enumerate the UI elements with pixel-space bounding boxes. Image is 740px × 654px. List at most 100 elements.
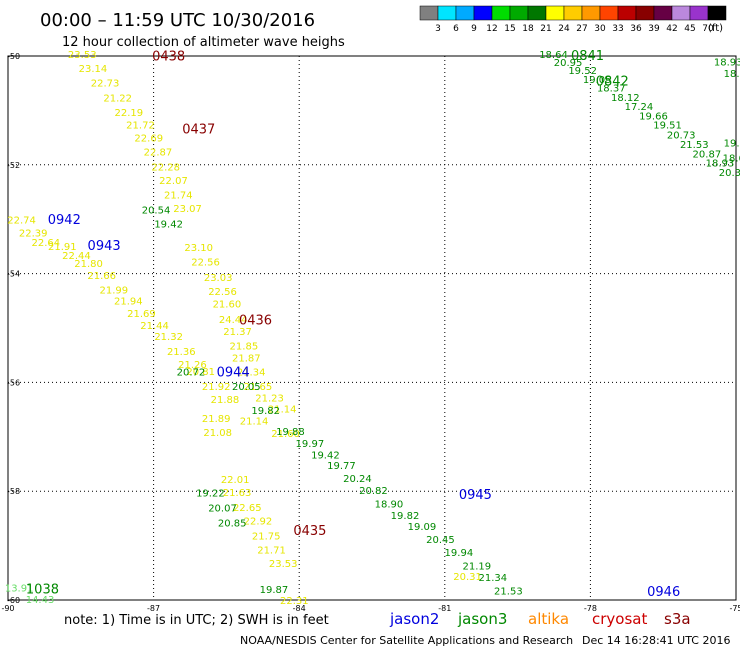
colorbar-label: 70 <box>702 24 714 34</box>
colorbar-label: 36 <box>630 24 642 34</box>
colorbar-label: 3 <box>435 24 441 34</box>
colorbar-swatch <box>473 5 493 21</box>
swh-value-label: 20.95 <box>554 58 583 69</box>
legend-entry: jason2 <box>389 610 439 628</box>
swh-value-label: 22.73 <box>91 79 120 90</box>
swh-value-label: 23.53 <box>68 50 97 61</box>
swh-value-label: 23.10 <box>184 243 213 254</box>
swh-value-label: 20.87 <box>693 149 722 160</box>
pass-time-labels: 0438 0437 0436 0435 0942 0943 0944 0945 0946 0841… <box>26 49 680 600</box>
swh-value-label: 21.22 <box>103 93 132 104</box>
colorbar-swatch <box>617 5 637 21</box>
swh-value-label: 21.80 <box>74 259 103 270</box>
swh-value-label: 21.72 <box>126 121 155 132</box>
swh-value-label: 20.81 <box>186 367 215 378</box>
swh-value-label: 20.45 <box>426 535 455 546</box>
swh-value-label: 20.72 <box>177 368 206 379</box>
y-tick-label: -52 <box>7 161 20 170</box>
colorbar-swatch <box>491 5 511 21</box>
legend-entry: cryosat <box>592 610 647 628</box>
swh-value-label: 22.39 <box>19 228 48 239</box>
swh-value-label: 22.31 <box>280 596 309 607</box>
swh-value-label: 19.77 <box>327 461 356 472</box>
y-tick-label: -60 <box>7 596 20 605</box>
swh-value-label: 21.92 <box>202 382 231 393</box>
swh-value-label: 18.64 <box>539 50 568 61</box>
pass-time-label: 0841 <box>571 49 604 64</box>
swh-value-label: 21.85 <box>230 341 259 352</box>
swh-value-label: 19.52 <box>568 66 597 77</box>
swh-value-label: 22.64 <box>32 238 61 249</box>
swh-value-label: 21.60 <box>271 429 300 440</box>
colorbar-label: 6 <box>453 24 459 34</box>
x-tick-label: -81 <box>438 604 451 613</box>
chart-title: 00:00 – 11:59 UTC 10/30/2016 <box>40 10 315 31</box>
pass-time-label: 0436 <box>239 313 272 328</box>
swh-value-label: 24.44 <box>219 315 248 326</box>
swh-value-label: 21.36 <box>167 347 196 358</box>
swh-value-label: 20.85 <box>218 518 247 529</box>
swh-value-label: 22.69 <box>134 134 163 145</box>
swh-value-label: 21.74 <box>164 190 193 201</box>
swh-value-label: 22.28 <box>151 163 180 174</box>
swh-value-label: 22.01 <box>221 475 250 486</box>
swh-value-label: 19.82 <box>251 406 280 417</box>
swh-value-label: 23.07 <box>173 204 202 215</box>
swh-value-label: 18.93 <box>714 58 740 69</box>
colorbar-swatch <box>419 5 439 21</box>
swh-value-label: 21.88 <box>211 395 240 406</box>
swh-value-label: 21.23 <box>255 394 284 405</box>
pass-time-label: 0945 <box>459 488 492 503</box>
swh-value-label: 22.74 <box>7 215 36 226</box>
swh-value-label: 21.87 <box>232 353 261 364</box>
colorbar-swatch <box>545 5 565 21</box>
swh-value-label: 19.94 <box>445 548 474 559</box>
swh-value-label: 18.12 <box>724 69 740 80</box>
swh-value-label: 21.71 <box>257 545 286 556</box>
footer-credit: NOAA/NESDIS Center for Satellite Applica… <box>240 634 573 647</box>
swh-value-label: 19.87 <box>260 585 289 596</box>
colorbar-label: 21 <box>540 24 551 34</box>
swh-value-label: 21.63 <box>223 488 252 499</box>
colorbar-swatch <box>635 5 655 21</box>
grid-lines <box>8 56 736 600</box>
swh-value-label: 22.07 <box>159 176 188 187</box>
swh-value-label: 21.53 <box>494 586 523 597</box>
y-tick-label: -54 <box>7 270 20 279</box>
swh-value-label: 23.14 <box>79 64 108 75</box>
y-tick-label: -56 <box>7 378 20 387</box>
swh-value-label: 21.19 <box>463 561 492 572</box>
colorbar-label: 45 <box>684 24 695 34</box>
chart-subtitle: 12 hour collection of altimeter wave hei… <box>62 35 345 50</box>
colorbar-label: 42 <box>666 24 677 34</box>
swh-value-label: 18.12 <box>611 93 640 104</box>
colorbar-label: 27 <box>576 24 587 34</box>
colorbar-label: 15 <box>504 24 515 34</box>
legend-entry: altika <box>528 610 569 628</box>
swh-value-label: 21.94 <box>114 296 143 307</box>
timestamp: Dec 14 16:28:41 UTC 2016 <box>582 634 730 647</box>
y-tick-label: -50 <box>7 52 20 61</box>
swh-value-label: 20.05 <box>232 382 261 393</box>
colorbar-swatch <box>599 5 619 21</box>
swh-value-label: 20.82 <box>359 486 388 497</box>
swh-value-label: 20.07 <box>208 504 237 515</box>
swh-value-label: 19.42 <box>154 220 183 231</box>
swh-value-label: 22.19 <box>115 108 144 119</box>
swh-value-label: 23.03 <box>204 273 233 284</box>
colorbar-swatch <box>527 5 547 21</box>
plot-frame <box>7 55 737 601</box>
legend-entry: s3a <box>664 610 691 628</box>
swh-value-label: 20.31 <box>719 168 740 179</box>
swh-value-label: 18.37 <box>597 84 626 95</box>
x-tick-label: -84 <box>293 604 306 613</box>
colorbar-swatch <box>455 5 475 21</box>
swh-value-label: 22.44 <box>62 251 91 262</box>
swh-value-label: 21.32 <box>154 332 183 343</box>
pass-time-label: 0944 <box>217 366 250 381</box>
swh-value-label: 22.92 <box>244 517 273 528</box>
swh-value-label: 21.60 <box>213 300 242 311</box>
swh-value-label: 19.09 <box>408 522 437 533</box>
swh-value-label: 18.90 <box>375 499 404 510</box>
swh-value-label: 22.56 <box>191 258 220 269</box>
